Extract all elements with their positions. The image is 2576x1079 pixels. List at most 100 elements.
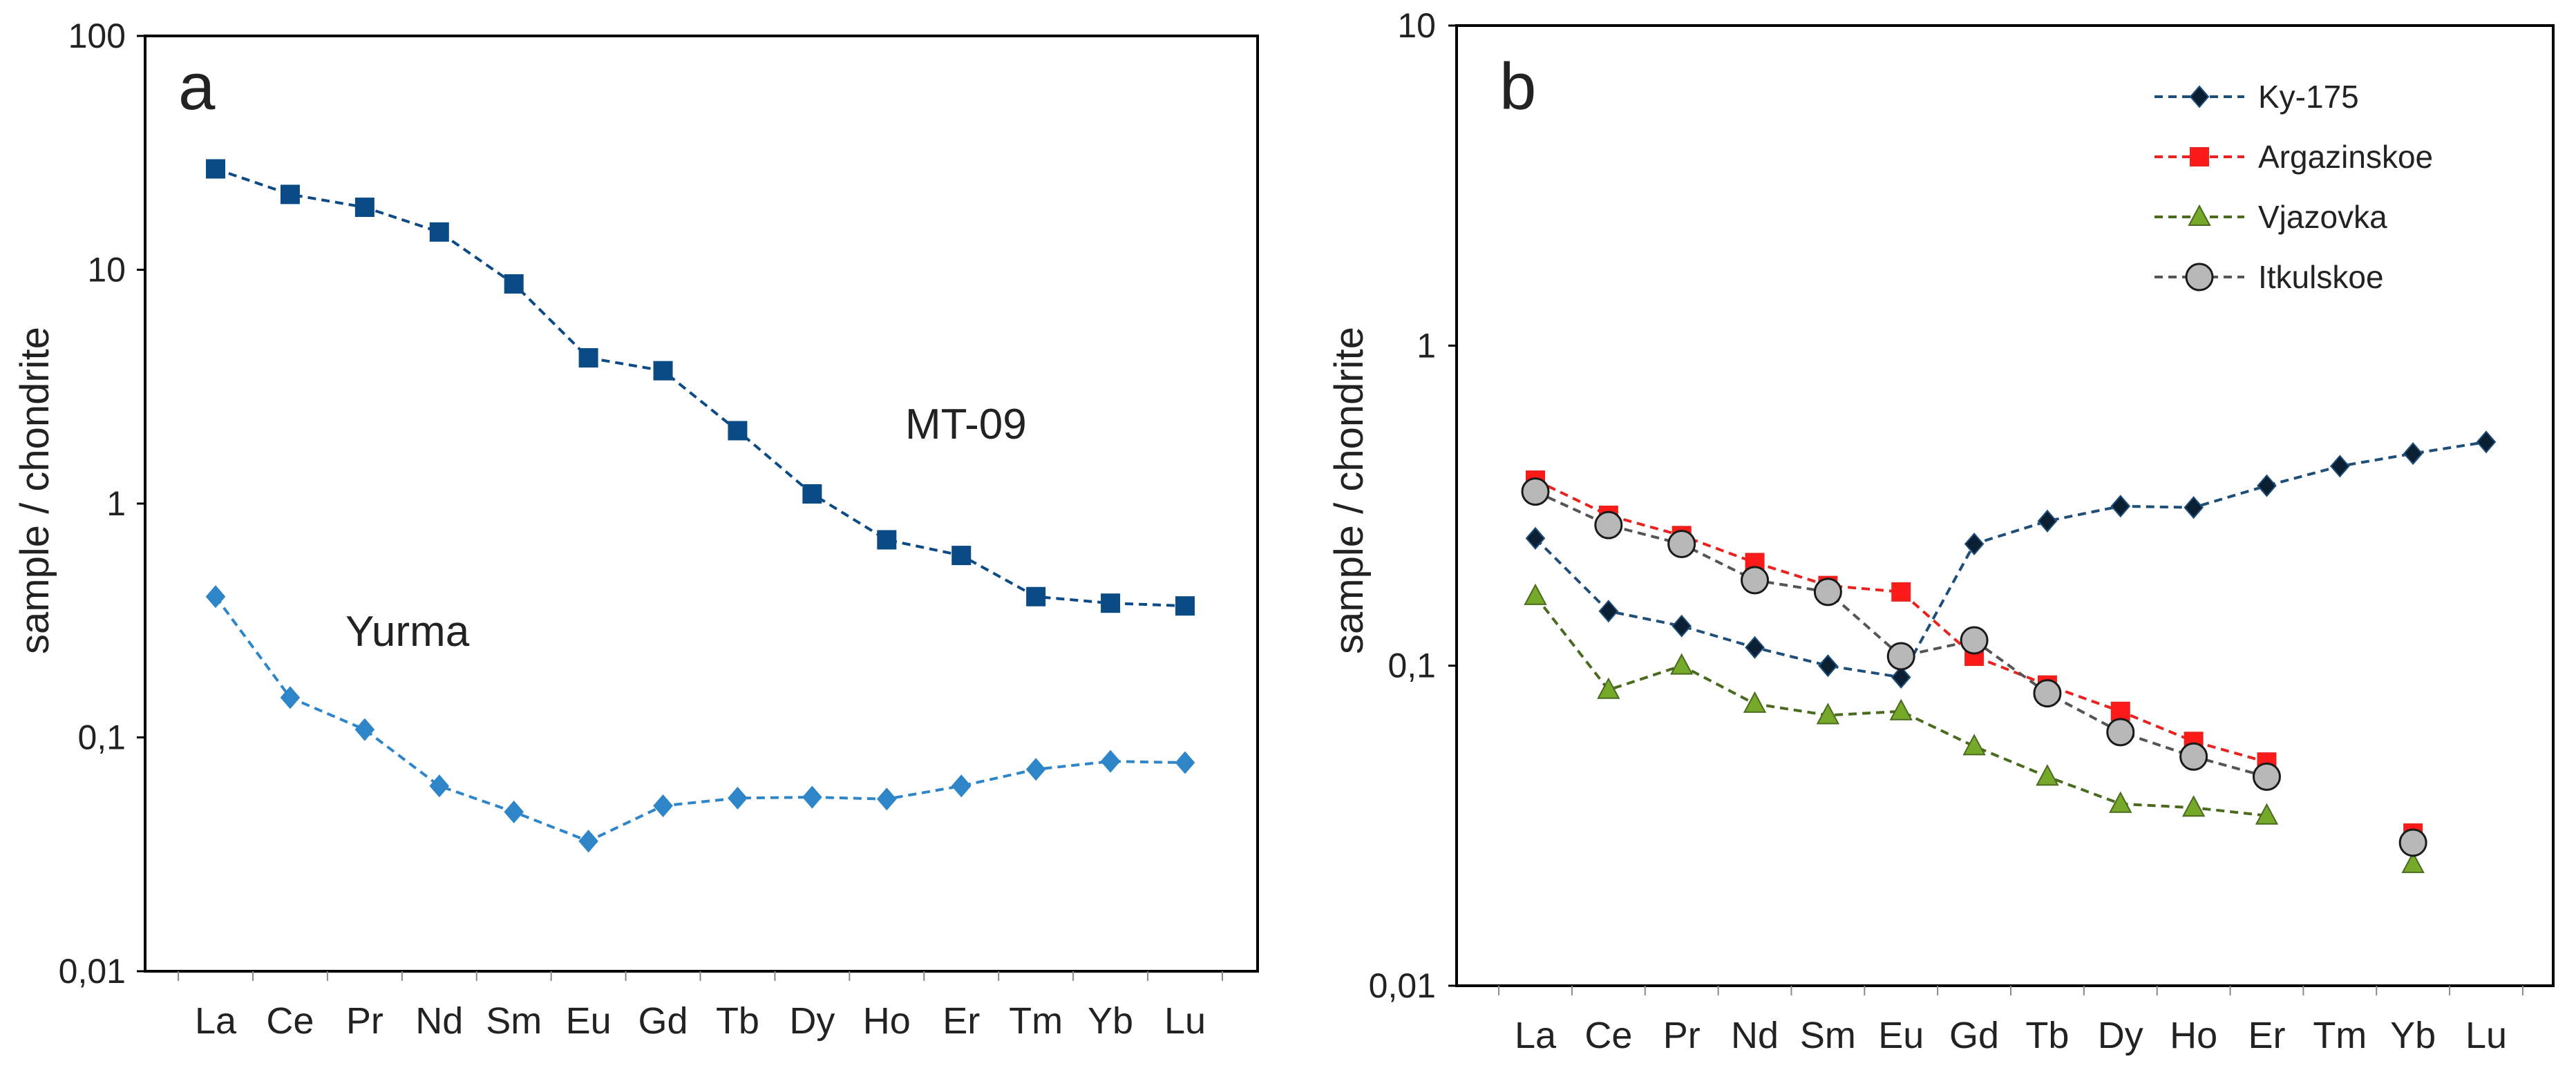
data-point: [206, 159, 225, 179]
x-tick-label-lu: Lu: [2465, 1015, 2507, 1056]
data-point: [1670, 653, 1694, 675]
series-itkulskoe: [1521, 477, 2427, 857]
data-point: [578, 348, 598, 368]
series-mt-09: [206, 159, 1195, 616]
data-point: [802, 785, 822, 809]
x-tick-label-er: Er: [2248, 1015, 2285, 1056]
data-point: [429, 222, 449, 242]
x-tick-label-dy: Dy: [2098, 1015, 2143, 1056]
data-point: [504, 274, 524, 294]
data-point: [2184, 496, 2204, 519]
x-tick-label-nd: Nd: [1731, 1015, 1779, 1056]
data-point: [354, 718, 375, 741]
legend-label: Argazinskoe: [2258, 139, 2433, 175]
data-point: [2037, 509, 2058, 533]
y-tick-label: 100: [68, 17, 126, 55]
x-tick-label-pr: Pr: [346, 1000, 383, 1042]
x-tick-label-nd: Nd: [415, 1000, 463, 1042]
x-tick-label-tm: Tm: [1009, 1000, 1063, 1042]
data-point: [2106, 718, 2135, 747]
data-point: [1743, 691, 1767, 713]
data-point: [951, 546, 972, 566]
data-point: [1960, 626, 1989, 655]
x-tick-label-yb: Yb: [2390, 1015, 2436, 1056]
data-point: [2181, 795, 2206, 817]
data-point: [1886, 642, 1915, 671]
x-tick-label-gd: Gd: [638, 1000, 688, 1042]
x-tick-label-ce: Ce: [1584, 1015, 1632, 1056]
series-yurma: [205, 585, 1195, 853]
data-point: [1816, 703, 1840, 725]
panel-b-letter: b: [1499, 50, 1536, 124]
y-tick-label: 0,01: [1369, 966, 1436, 1005]
series-line: [214, 595, 1186, 843]
data-point: [1598, 600, 1619, 623]
panel-a-letter: a: [178, 50, 216, 124]
series-line: [1534, 440, 2487, 679]
legend-item-vjazovka: Vjazovka: [2154, 199, 2387, 235]
data-point: [2257, 474, 2277, 497]
series-line: [215, 167, 1186, 608]
x-tick-label-er: Er: [943, 1000, 980, 1042]
data-point: [2179, 742, 2208, 771]
annotation-yurma: Yurma: [345, 608, 470, 656]
y-tick-label: 1: [1417, 326, 1436, 365]
y-tick-label: 10: [1397, 6, 1436, 45]
x-tick-label-la: La: [195, 1000, 237, 1042]
data-point: [728, 421, 748, 441]
data-point: [2329, 455, 2350, 478]
data-point: [1175, 596, 1195, 616]
data-point: [2252, 762, 2281, 791]
data-point: [2110, 701, 2130, 721]
data-point: [1025, 758, 1046, 781]
data-point: [2255, 803, 2279, 825]
data-point: [1813, 577, 1842, 607]
x-tick-label-eu: Eu: [566, 1000, 612, 1042]
data-point: [1818, 654, 1838, 678]
x-tick-label-sm: Sm: [1800, 1015, 1856, 1056]
x-tick-label-gd: Gd: [1949, 1015, 1999, 1056]
legend: Ky-175 Argazinskoe Vjazovka Itkulskoe: [2154, 79, 2433, 295]
data-point: [354, 198, 375, 218]
legend-item-ky-175: Ky-175: [2154, 79, 2359, 115]
data-point: [2401, 851, 2425, 873]
data-point: [2110, 495, 2131, 518]
y-tick-label: 0,1: [77, 718, 126, 757]
x-tick-label-tb: Tb: [2025, 1015, 2069, 1056]
legend-marker: [2189, 85, 2210, 108]
legend-marker: [2190, 147, 2209, 166]
data-point: [504, 800, 524, 823]
x-tick-label-ce: Ce: [266, 1000, 314, 1042]
x-tick-label-lu: Lu: [1164, 1000, 1206, 1042]
data-point: [1525, 526, 1546, 550]
data-point: [802, 484, 822, 504]
y-tick-label: 0,01: [59, 952, 126, 991]
data-point: [653, 361, 673, 381]
legend-label: Ky-175: [2258, 79, 2359, 115]
data-point: [1101, 593, 1121, 613]
legend-label: Itkulskoe: [2258, 259, 2384, 295]
series-line: [1535, 479, 2268, 764]
data-point: [1671, 614, 1692, 638]
series-vjazovka: [1524, 583, 2425, 873]
data-point: [1741, 566, 1770, 595]
data-point: [1889, 698, 1913, 720]
panel-b-y-axis-title: sample / chondrite: [1327, 327, 1372, 654]
x-tick-label-ho: Ho: [863, 1000, 911, 1042]
data-point: [1962, 734, 1986, 756]
data-point: [1026, 586, 1046, 607]
series-argazinskoe: [1526, 470, 2423, 843]
data-point: [2109, 791, 2132, 813]
x-tick-label-eu: Eu: [1878, 1015, 1924, 1056]
x-tick-label-ho: Ho: [2170, 1015, 2217, 1056]
y-tick-label: 0,1: [1388, 647, 1436, 685]
panel-a-y-axis-title: sample / chondrite: [12, 327, 57, 654]
series-line: [1534, 595, 2267, 817]
data-point: [2403, 442, 2423, 466]
x-tick-label-sm: Sm: [486, 1000, 542, 1042]
x-tick-label-la: La: [1515, 1015, 1557, 1056]
legend-label: Vjazovka: [2258, 199, 2387, 235]
data-point: [728, 786, 748, 810]
